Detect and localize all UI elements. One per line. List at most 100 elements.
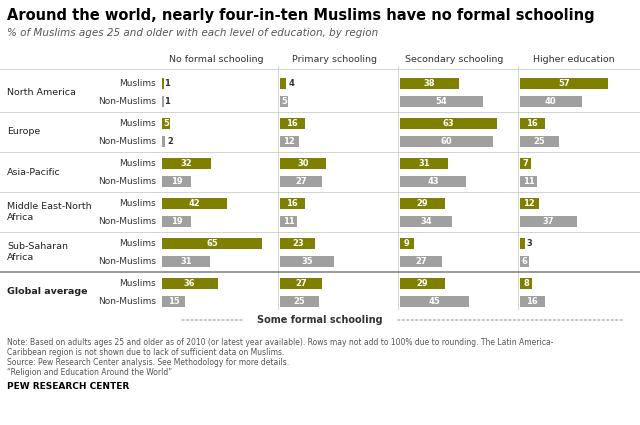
Text: Muslims: Muslims bbox=[119, 198, 156, 207]
Text: Non-Muslims: Non-Muslims bbox=[98, 136, 156, 145]
Bar bbox=[162, 176, 191, 187]
Text: 5: 5 bbox=[163, 119, 169, 128]
Bar bbox=[520, 215, 577, 227]
Text: 30: 30 bbox=[298, 159, 309, 167]
Text: 31: 31 bbox=[180, 257, 192, 266]
Bar bbox=[280, 255, 334, 266]
Text: 19: 19 bbox=[171, 176, 182, 185]
Text: Caribbean region is not shown due to lack of sufficient data on Muslims.: Caribbean region is not shown due to lac… bbox=[7, 348, 284, 357]
Text: 2: 2 bbox=[167, 136, 173, 145]
Bar bbox=[280, 117, 305, 128]
Bar bbox=[400, 278, 445, 289]
Text: Non-Muslims: Non-Muslims bbox=[98, 96, 156, 105]
Text: 7: 7 bbox=[522, 159, 528, 167]
Bar bbox=[520, 198, 538, 209]
Text: 27: 27 bbox=[295, 176, 307, 185]
Text: Secondary schooling: Secondary schooling bbox=[405, 55, 503, 64]
Text: 54: 54 bbox=[436, 96, 447, 105]
Text: 4: 4 bbox=[288, 79, 294, 88]
Text: 60: 60 bbox=[440, 136, 452, 145]
Bar bbox=[520, 295, 545, 306]
Text: 31: 31 bbox=[418, 159, 429, 167]
Text: Some formal schooling: Some formal schooling bbox=[257, 315, 383, 325]
Text: 37: 37 bbox=[543, 216, 554, 226]
Bar bbox=[400, 238, 414, 249]
Text: Non-Muslims: Non-Muslims bbox=[98, 176, 156, 185]
Text: Around the world, nearly four-in-ten Muslims have no formal schooling: Around the world, nearly four-in-ten Mus… bbox=[7, 8, 595, 23]
Text: 12: 12 bbox=[524, 198, 535, 207]
Text: Muslims: Muslims bbox=[119, 238, 156, 247]
Text: Europe: Europe bbox=[7, 128, 40, 136]
Bar bbox=[520, 96, 582, 107]
Text: 3: 3 bbox=[527, 238, 532, 247]
Text: PEW RESEARCH CENTER: PEW RESEARCH CENTER bbox=[7, 382, 129, 391]
Bar bbox=[400, 198, 445, 209]
Bar bbox=[520, 278, 532, 289]
Text: North America: North America bbox=[7, 88, 76, 96]
Text: 16: 16 bbox=[527, 119, 538, 128]
Bar bbox=[400, 136, 493, 147]
Bar bbox=[520, 238, 525, 249]
Bar bbox=[400, 176, 467, 187]
Text: 6: 6 bbox=[522, 257, 527, 266]
Text: Middle East-North
Africa: Middle East-North Africa bbox=[7, 202, 92, 222]
Text: Non-Muslims: Non-Muslims bbox=[98, 257, 156, 266]
Text: 63: 63 bbox=[443, 119, 454, 128]
Text: 16: 16 bbox=[287, 198, 298, 207]
Text: Higher education: Higher education bbox=[533, 55, 615, 64]
Text: 25: 25 bbox=[533, 136, 545, 145]
Bar bbox=[400, 158, 448, 168]
Bar bbox=[162, 96, 164, 107]
Bar bbox=[280, 198, 305, 209]
Bar bbox=[520, 117, 545, 128]
Bar bbox=[520, 158, 531, 168]
Text: 35: 35 bbox=[301, 257, 313, 266]
Bar bbox=[162, 215, 191, 227]
Bar bbox=[520, 176, 537, 187]
Text: 27: 27 bbox=[415, 257, 427, 266]
Bar bbox=[400, 215, 452, 227]
Text: Non-Muslims: Non-Muslims bbox=[98, 297, 156, 306]
Text: 12: 12 bbox=[284, 136, 295, 145]
Bar bbox=[280, 96, 288, 107]
Text: Asia-Pacific: Asia-Pacific bbox=[7, 167, 61, 176]
Bar bbox=[280, 77, 286, 88]
Text: Note: Based on adults ages 25 and older as of 2010 (or latest year available). R: Note: Based on adults ages 25 and older … bbox=[7, 338, 554, 347]
Text: 43: 43 bbox=[428, 176, 439, 185]
Text: 65: 65 bbox=[206, 238, 218, 247]
Text: Muslims: Muslims bbox=[119, 278, 156, 287]
Text: 1: 1 bbox=[164, 96, 170, 105]
Text: 29: 29 bbox=[417, 198, 428, 207]
Bar bbox=[520, 77, 608, 88]
Text: 8: 8 bbox=[524, 278, 529, 287]
Bar bbox=[520, 255, 529, 266]
Text: 42: 42 bbox=[189, 198, 200, 207]
Text: 25: 25 bbox=[293, 297, 305, 306]
Text: 45: 45 bbox=[429, 297, 440, 306]
Bar bbox=[400, 117, 497, 128]
Text: 11: 11 bbox=[523, 176, 534, 185]
Text: “Religion and Education Around the World”: “Religion and Education Around the World… bbox=[7, 368, 172, 377]
Bar bbox=[280, 158, 326, 168]
Text: Sub-Saharan
Africa: Sub-Saharan Africa bbox=[7, 242, 68, 262]
Bar bbox=[400, 295, 469, 306]
Bar bbox=[520, 136, 559, 147]
Text: Primary schooling: Primary schooling bbox=[291, 55, 376, 64]
Text: 34: 34 bbox=[420, 216, 432, 226]
Text: Non-Muslims: Non-Muslims bbox=[98, 216, 156, 226]
Text: Muslims: Muslims bbox=[119, 159, 156, 167]
Bar bbox=[280, 136, 298, 147]
Text: % of Muslims ages 25 and older with each level of education, by region: % of Muslims ages 25 and older with each… bbox=[7, 28, 378, 38]
Text: Muslims: Muslims bbox=[119, 79, 156, 88]
Text: 27: 27 bbox=[295, 278, 307, 287]
Bar bbox=[280, 278, 322, 289]
Bar bbox=[162, 136, 165, 147]
Bar bbox=[162, 158, 211, 168]
Bar bbox=[400, 77, 459, 88]
Text: Source: Pew Research Center analysis. See Methodology for more details.: Source: Pew Research Center analysis. Se… bbox=[7, 358, 289, 367]
Bar bbox=[162, 198, 227, 209]
Text: 16: 16 bbox=[287, 119, 298, 128]
Bar bbox=[162, 255, 210, 266]
Bar bbox=[162, 295, 185, 306]
Bar bbox=[400, 96, 483, 107]
